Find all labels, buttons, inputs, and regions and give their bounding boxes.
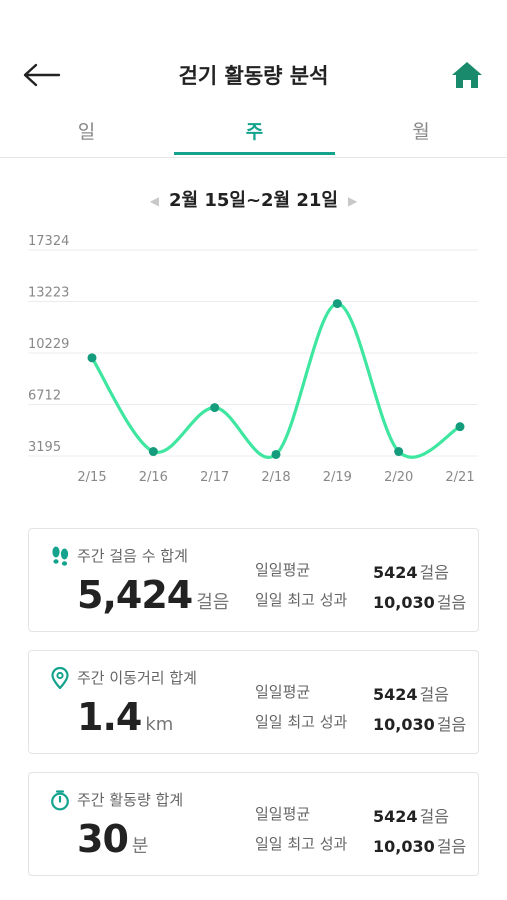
total-value: 5,424	[77, 573, 193, 617]
arrow-left-icon[interactable]	[22, 62, 62, 88]
location-pin-icon	[51, 667, 69, 689]
daily-average-label: 일일평균	[255, 683, 311, 701]
max-number: 10,030	[373, 837, 435, 856]
total-value: 1.4	[77, 695, 142, 739]
avg-number: 5424	[373, 563, 418, 582]
total-unit: km	[145, 714, 174, 735]
avg-number: 5424	[373, 685, 418, 704]
data-point[interactable]	[271, 449, 281, 459]
avg-unit: 걸음	[419, 563, 449, 582]
weekly-activity-total: 30 분	[77, 817, 148, 861]
x-tick-label: 2/19	[323, 470, 352, 485]
daily-average-label: 일일평균	[255, 561, 311, 579]
x-tick-label: 2/17	[200, 470, 229, 485]
total-unit: 분	[131, 836, 149, 857]
max-number: 10,030	[373, 715, 435, 734]
x-tick-label: 2/20	[384, 470, 413, 485]
date-range-selector: ◀ 2월 15일~2월 21일 ▶	[0, 186, 507, 212]
x-tick-label: 2/21	[445, 470, 474, 485]
avg-number: 5424	[373, 807, 418, 826]
max-unit: 걸음	[436, 593, 467, 612]
y-tick-label: 13223	[28, 286, 69, 301]
data-point[interactable]	[394, 447, 404, 457]
data-point[interactable]	[210, 403, 220, 413]
data-point[interactable]	[87, 353, 97, 363]
x-tick-label: 2/15	[77, 470, 106, 485]
stopwatch-icon	[51, 790, 69, 811]
daily-average-value: 5424 걸음	[373, 803, 449, 827]
weekly-steps-card: 주간 걸음 수 합계 5,424 걸음 일일평균 일일 최고 성과 5424 걸음 …	[28, 528, 479, 632]
data-point[interactable]	[455, 422, 465, 432]
data-point[interactable]	[148, 447, 158, 457]
daily-best-label: 일일 최고 성과	[255, 835, 348, 853]
max-number: 10,030	[373, 593, 435, 612]
total-value: 30	[77, 817, 129, 861]
daily-average-value: 5424 걸음	[373, 681, 449, 705]
weekly-distance-total: 1.4 km	[77, 695, 173, 739]
card-title: 주간 이동거리 합계	[77, 669, 197, 687]
tab-day[interactable]: 일	[77, 121, 96, 143]
daily-average-label: 일일평균	[255, 805, 311, 823]
daily-best-label: 일일 최고 성과	[255, 713, 348, 731]
daily-best-label: 일일 최고 성과	[255, 591, 348, 609]
home-icon[interactable]	[450, 60, 484, 90]
app-header: 걷기 활동량 분석	[0, 50, 507, 100]
period-tabs: 일 주 월	[0, 115, 507, 158]
date-range-label: 2월 15일~2월 21일	[168, 190, 338, 211]
max-unit: 걸음	[436, 837, 467, 856]
card-title: 주간 활동량 합계	[77, 791, 184, 809]
y-tick-label: 6712	[28, 389, 61, 404]
x-tick-label: 2/18	[261, 470, 290, 485]
daily-best-value: 10,030 걸음	[373, 589, 466, 613]
total-unit: 걸음	[196, 592, 230, 613]
y-tick-label: 17324	[28, 234, 69, 249]
x-tick-label: 2/16	[139, 470, 168, 485]
daily-best-value: 10,030 걸음	[373, 833, 466, 857]
footprints-icon	[52, 546, 69, 566]
data-point[interactable]	[332, 299, 342, 309]
max-unit: 걸음	[436, 715, 467, 734]
steps-line-chart: 3195 6712 10229 13223 17324 2/15 2/16 2/17 2/18 2…	[28, 234, 478, 485]
triangle-right-icon[interactable]: ▶	[348, 194, 358, 208]
steps-series-line	[90, 302, 461, 459]
tab-week[interactable]: 주	[174, 115, 335, 155]
avg-unit: 걸음	[419, 685, 449, 704]
daily-best-value: 10,030 걸음	[373, 711, 466, 735]
page-title: 걷기 활동량 분석	[178, 64, 329, 88]
y-tick-label: 3195	[28, 440, 61, 455]
card-title: 주간 걸음 수 합계	[77, 547, 188, 565]
avg-unit: 걸음	[419, 807, 449, 826]
triangle-left-icon[interactable]: ◀	[149, 194, 159, 208]
y-tick-label: 10229	[28, 337, 69, 352]
weekly-activity-card: 주간 활동량 합계 30 분 일일평균 일일 최고 성과 5424 걸음 10,03…	[28, 772, 479, 876]
tab-month[interactable]: 월	[412, 121, 430, 143]
daily-average-value: 5424 걸음	[373, 559, 449, 583]
weekly-distance-card: 주간 이동거리 합계 1.4 km 일일평균 일일 최고 성과 5424 걸음 10…	[28, 650, 479, 754]
weekly-steps-total: 5,424 걸음	[77, 573, 229, 617]
